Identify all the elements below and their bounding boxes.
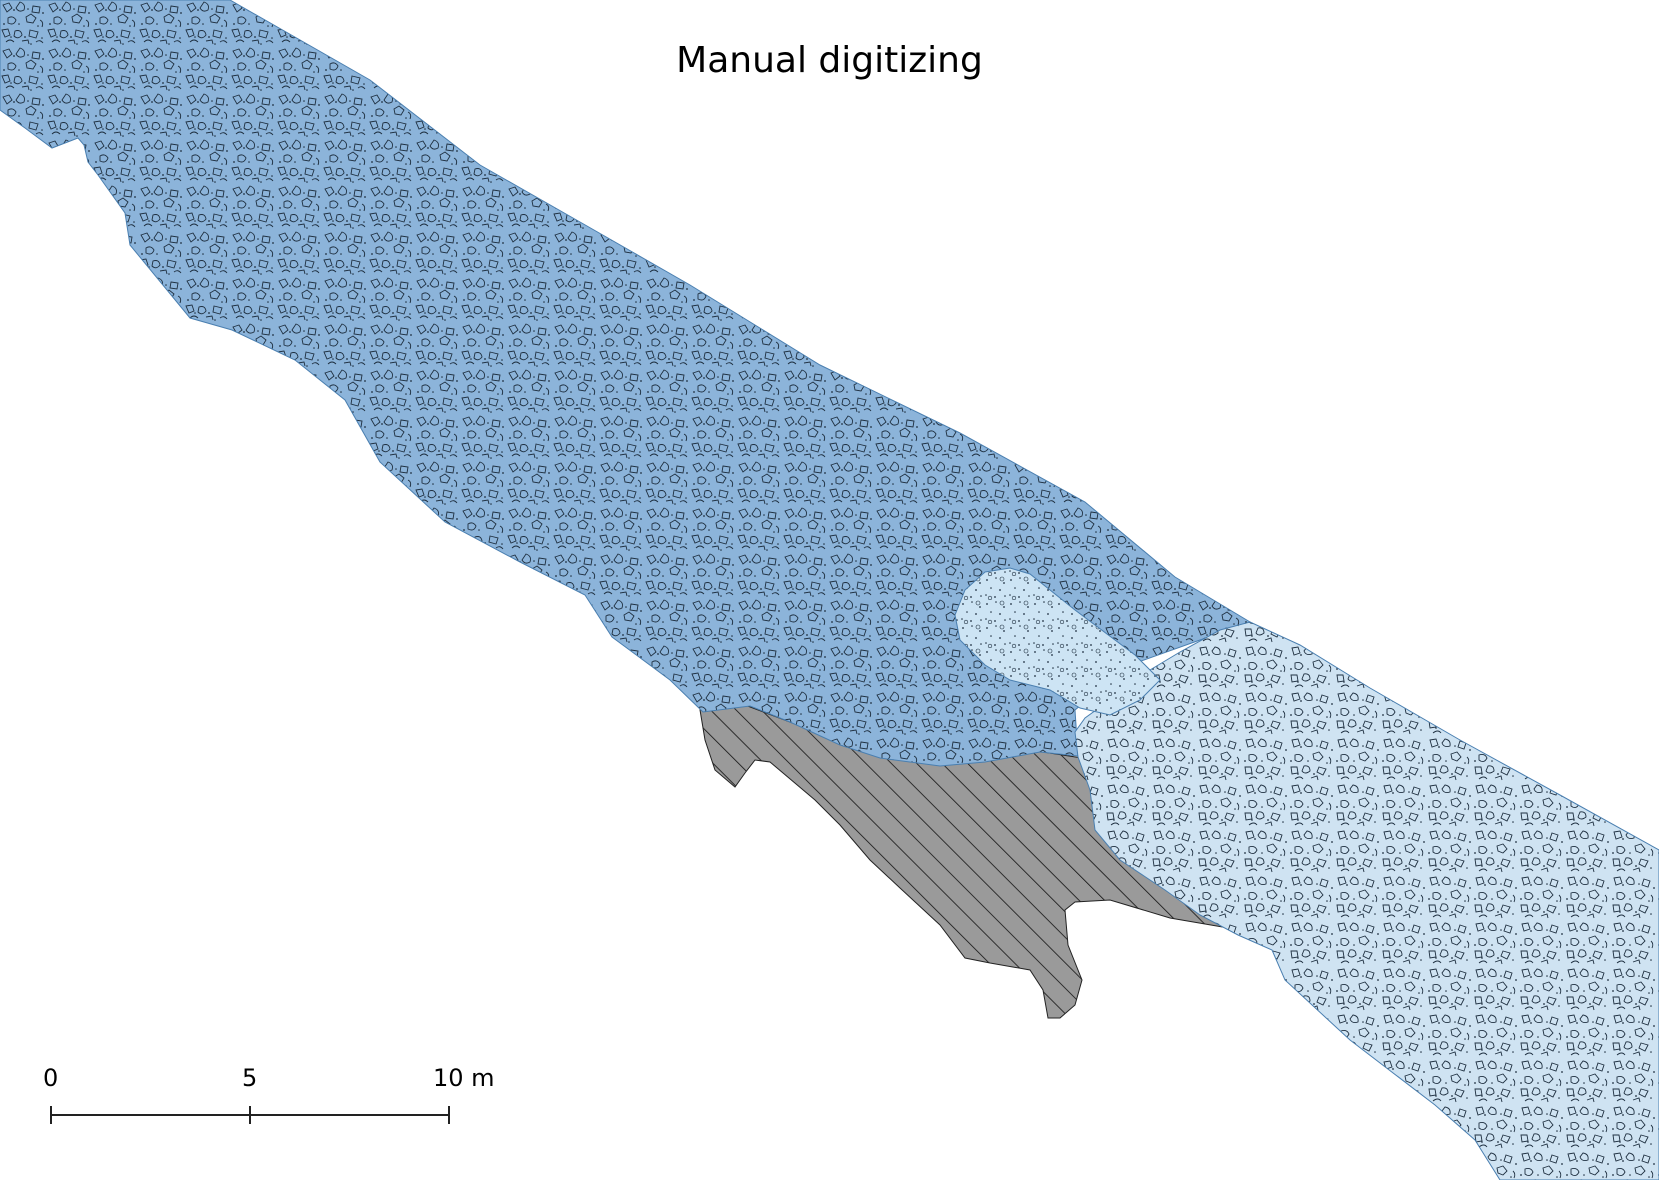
scale-bar <box>50 1106 450 1124</box>
map-title: Manual digitizing <box>676 40 983 81</box>
scale-label-0: 0 <box>43 1064 59 1092</box>
blue-gravel-unit <box>0 0 1252 767</box>
light-sand-unit <box>954 567 1161 716</box>
scale-label-10: 10 m <box>433 1064 495 1092</box>
scale-label-5: 5 <box>242 1064 258 1092</box>
